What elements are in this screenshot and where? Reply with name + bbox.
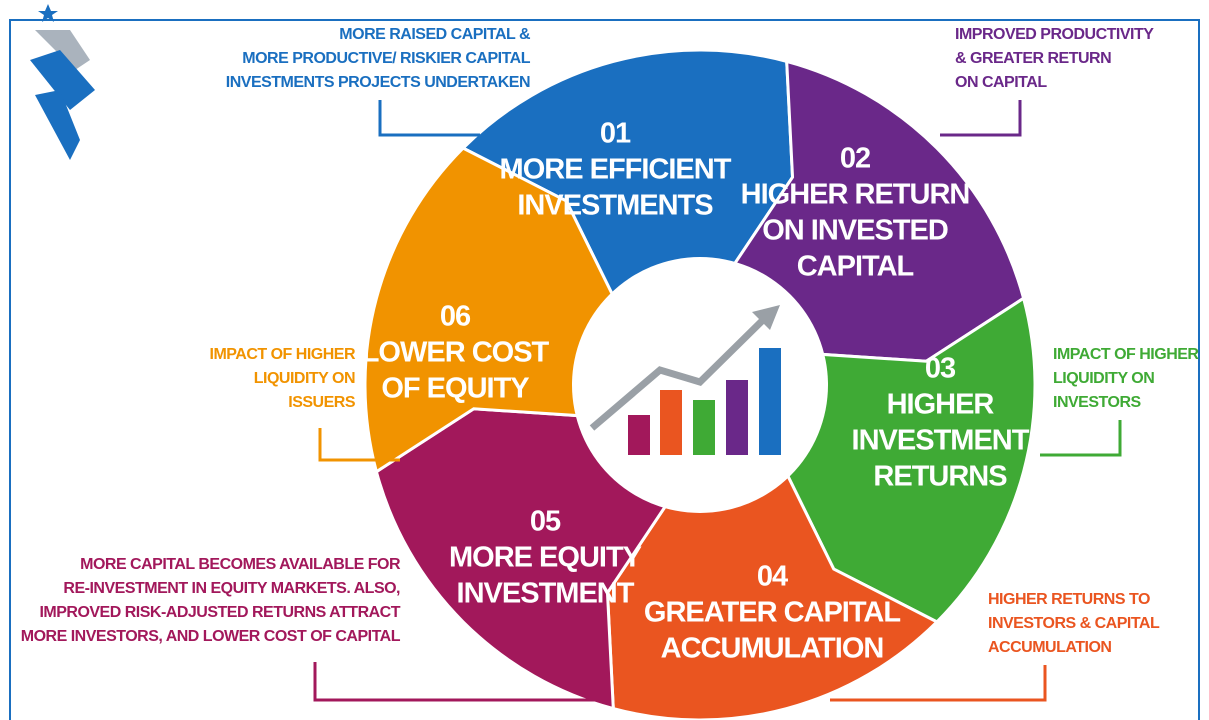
step-title: OF EQUITY <box>381 373 529 405</box>
step-note: MORE CAPITAL BECOMES AVAILABLE FOR <box>80 556 401 573</box>
step-note: INVESTORS & CAPITAL <box>988 615 1160 632</box>
step-note: HIGHER RETURNS TO <box>988 591 1150 608</box>
step-number: 03 <box>925 353 956 385</box>
step-note: LIQUIDITY ON <box>254 370 355 387</box>
step-title: MORE EQUITY <box>449 542 642 574</box>
connector <box>318 428 400 462</box>
step-title: RETURNS <box>873 461 1007 493</box>
step-number: 02 <box>840 143 870 175</box>
step-title: CAPITAL <box>797 251 914 283</box>
step-title: MORE EFFICIENT <box>500 154 732 186</box>
step-number: 06 <box>440 301 471 333</box>
step-note: MORE RAISED CAPITAL & <box>339 26 531 43</box>
step-title: INVESTMENT <box>457 578 635 610</box>
step-number: 04 <box>757 561 788 593</box>
connector <box>830 665 1047 702</box>
step-note: ISSUERS <box>288 394 356 411</box>
step-note: IMPACT OF HIGHER <box>1053 346 1199 363</box>
step-title: ACCUMULATION <box>661 633 884 665</box>
step-note: IMPROVED RISK-ADJUSTED RETURNS ATTRACT <box>39 604 400 621</box>
step-number: 01 <box>600 118 631 150</box>
step-title: LOWER COST <box>362 337 550 369</box>
connector <box>1040 420 1122 457</box>
step-note: INVESTORS <box>1053 394 1142 411</box>
step-note: ACCUMULATION <box>988 639 1111 656</box>
step-title: ON INVESTED <box>762 215 948 247</box>
step-note: LIQUIDITY ON <box>1053 370 1154 387</box>
step-note: MORE PRODUCTIVE/ RISKIER CAPITAL <box>242 50 530 67</box>
step-note: INVESTMENTS PROJECTS UNDERTAKEN <box>226 74 530 91</box>
step-note: RE-INVESTMENT IN EQUITY MARKETS. ALSO, <box>63 580 400 597</box>
step-title: HIGHER RETURN <box>741 179 970 211</box>
step-number: 05 <box>530 506 561 538</box>
step-title: INVESTMENTS <box>517 190 713 222</box>
step-note: MORE INVESTORS, AND LOWER COST OF CAPITA… <box>21 628 401 645</box>
connector <box>378 100 480 137</box>
step-note: IMPACT OF HIGHER <box>210 346 356 363</box>
connector <box>940 100 1022 137</box>
step-note: IMPROVED PRODUCTIVITY <box>955 26 1154 43</box>
step-title: GREATER CAPITAL <box>644 597 900 629</box>
chart-icon <box>589 305 781 455</box>
cycle <box>363 48 1037 720</box>
step-title: INVESTMENT <box>852 425 1030 457</box>
logo <box>30 4 95 160</box>
step-note: & GREATER RETURN <box>955 50 1111 67</box>
connector <box>313 662 610 702</box>
step-title: HIGHER <box>887 389 995 421</box>
step-note: ON CAPITAL <box>955 74 1047 91</box>
frame <box>9 19 1200 720</box>
